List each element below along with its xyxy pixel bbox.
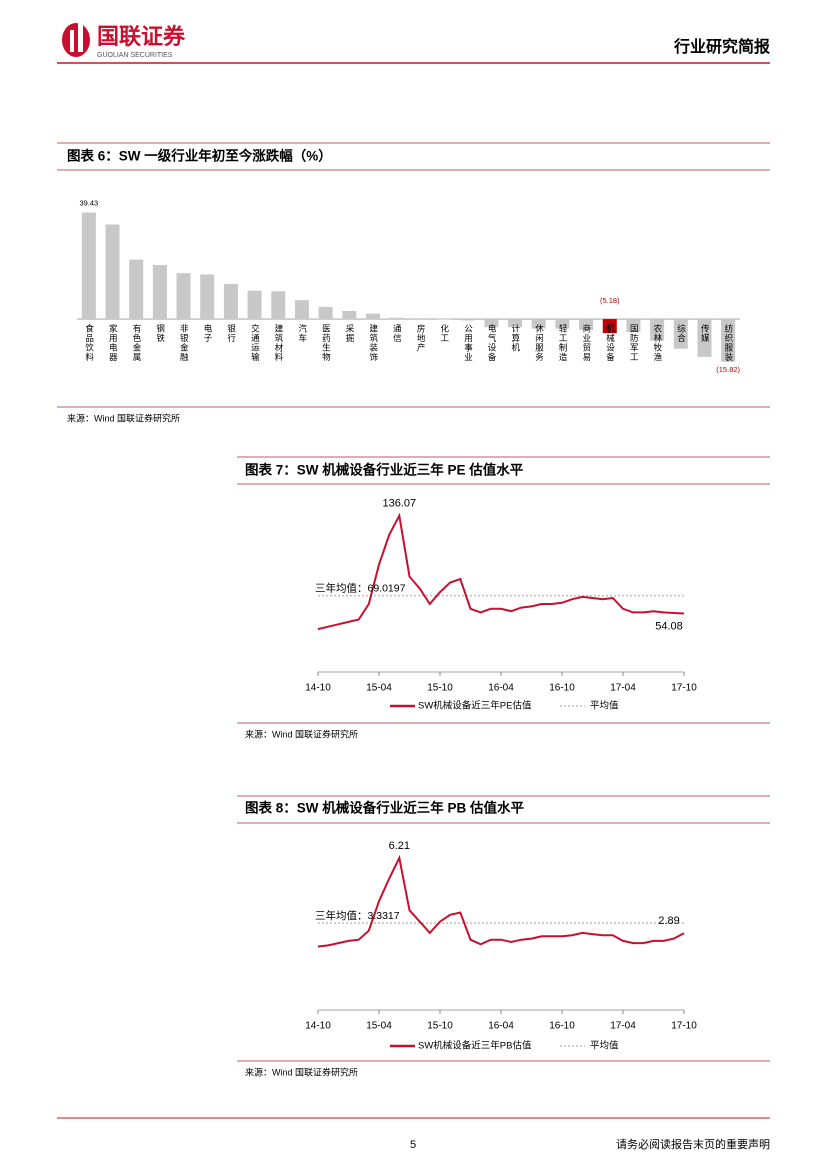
x-tick-label: 17-10 xyxy=(671,1021,697,1032)
category-label: 综合 xyxy=(677,324,687,344)
bar xyxy=(223,283,238,320)
category-label: 农林牧渔 xyxy=(653,324,663,363)
category-label: 交通运输 xyxy=(250,324,260,363)
x-tick-label: 15-10 xyxy=(427,1021,453,1032)
series-line xyxy=(317,854,685,948)
bar xyxy=(247,290,262,320)
bar xyxy=(152,265,167,320)
logo-en: GUOLIAN SECURITIES xyxy=(97,52,173,59)
category-label: 非银金融 xyxy=(179,324,189,363)
bar xyxy=(531,319,546,329)
category-label: 商业贸易 xyxy=(582,324,592,363)
category-label: 轻工制造 xyxy=(558,324,568,363)
x-tick-label: 15-10 xyxy=(427,683,453,694)
category-label: 家用电器 xyxy=(108,324,118,363)
x-tick-label: 17-04 xyxy=(610,1021,636,1032)
legend-label: 平均值 xyxy=(590,1040,619,1052)
x-tick-label: 16-10 xyxy=(549,1021,575,1032)
legend-label: SW机械设备近三年PE估值 xyxy=(418,700,532,712)
category-label: 有色金属 xyxy=(132,324,142,363)
value-label: (5.18) xyxy=(600,296,620,305)
bar xyxy=(508,319,523,328)
chart-title: 图表 6：SW 一级行业年初至今涨跌幅（%） xyxy=(67,148,332,164)
x-tick-label: 15-04 xyxy=(366,683,392,694)
category-label: 钢铁 xyxy=(156,324,166,344)
bar xyxy=(413,318,428,320)
x-tick-label: 16-04 xyxy=(488,1021,514,1032)
bar xyxy=(365,313,380,320)
value-label: 54.08 xyxy=(655,620,683,632)
bar xyxy=(484,319,499,328)
bar xyxy=(129,259,144,320)
value-label: 6.21 xyxy=(389,840,410,852)
category-label: 机械设备 xyxy=(606,324,616,363)
category-label: 休闲服务 xyxy=(534,324,544,363)
category-label: 医药生物 xyxy=(321,324,331,362)
bar xyxy=(389,317,404,320)
bar xyxy=(579,319,594,330)
mean-label: 三年均值：69.0197 xyxy=(315,581,406,594)
bar xyxy=(721,319,736,362)
x-tick-label: 16-04 xyxy=(488,683,514,694)
bar xyxy=(602,319,617,334)
category-label: 计算机 xyxy=(511,324,521,353)
value-label: 136.07 xyxy=(383,498,417,510)
bar xyxy=(81,212,96,320)
category-label: 国防军工 xyxy=(629,324,639,362)
bar xyxy=(200,274,215,320)
page-number: 5 xyxy=(410,1139,416,1151)
category-label: 化工 xyxy=(440,324,450,344)
mean-label: 三年均值：3.3317 xyxy=(315,909,400,922)
bar xyxy=(318,306,333,320)
category-label: 传媒 xyxy=(700,324,710,344)
x-tick-label: 17-04 xyxy=(610,683,636,694)
category-label: 房地产 xyxy=(416,324,426,353)
category-label: 公用事业 xyxy=(463,324,473,362)
logo xyxy=(62,22,90,57)
value-label: 39.43 xyxy=(79,199,98,208)
series-line xyxy=(317,512,685,631)
category-label: 建筑材料 xyxy=(274,324,284,363)
report-type: 行业研究简报 xyxy=(673,37,770,56)
category-label: 银行 xyxy=(227,324,237,344)
category-label: 纺织服装 xyxy=(724,324,734,363)
x-tick-label: 14-10 xyxy=(305,683,331,694)
logo-cn: 国联证券 xyxy=(97,24,186,49)
bar xyxy=(105,224,120,320)
value-label: 2.89 xyxy=(658,915,679,927)
chart-title: 图表 8：SW 机械设备行业近三年 PB 估值水平 xyxy=(245,800,525,816)
bar xyxy=(673,319,688,349)
bar xyxy=(555,319,570,329)
category-label: 电子 xyxy=(203,324,213,344)
x-tick-label: 15-04 xyxy=(366,1021,392,1032)
disclaimer: 请务必阅读报告末页的重要声明 xyxy=(616,1137,770,1151)
category-label: 建筑装饰 xyxy=(369,324,379,363)
value-label: (15.82) xyxy=(716,365,740,374)
source: 来源：Wind 国联证券研究所 xyxy=(245,728,358,739)
bar xyxy=(437,319,452,320)
x-tick-label: 14-10 xyxy=(305,1021,331,1032)
chart-title: 图表 7：SW 机械设备行业近三年 PE 估值水平 xyxy=(245,462,524,478)
source: 来源：Wind 国联证券研究所 xyxy=(245,1066,358,1077)
bar xyxy=(460,319,475,321)
category-label: 汽车 xyxy=(298,324,308,344)
bar xyxy=(697,319,712,357)
x-tick-label: 16-10 xyxy=(549,683,575,694)
bar xyxy=(342,310,357,320)
bar xyxy=(271,291,286,320)
source: 来源：Wind 国联证券研究所 xyxy=(67,412,180,423)
legend-label: 平均值 xyxy=(590,700,619,712)
bar xyxy=(626,319,641,333)
category-label: 采掘 xyxy=(345,324,355,344)
category-label: 食品饮料 xyxy=(85,324,95,363)
bar xyxy=(176,273,191,320)
legend-label: SW机械设备近三年PB估值 xyxy=(418,1040,532,1052)
category-label: 通信 xyxy=(392,324,402,344)
bar xyxy=(294,300,309,320)
category-label: 电气设备 xyxy=(487,324,497,363)
bar xyxy=(650,319,665,341)
x-tick-label: 17-10 xyxy=(671,683,697,694)
